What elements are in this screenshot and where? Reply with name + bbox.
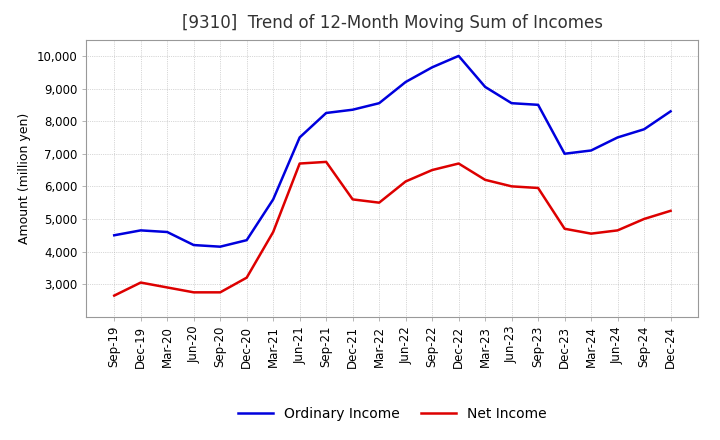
Legend: Ordinary Income, Net Income: Ordinary Income, Net Income	[233, 401, 552, 426]
Ordinary Income	[189, 242, 198, 248]
Net Income	[216, 290, 225, 295]
Ordinary Income	[428, 65, 436, 70]
Ordinary Income	[587, 148, 595, 153]
Net Income	[666, 208, 675, 213]
Ordinary Income	[640, 127, 649, 132]
Ordinary Income	[508, 101, 516, 106]
Net Income	[163, 285, 171, 290]
Net Income	[587, 231, 595, 236]
Net Income	[243, 275, 251, 280]
Net Income	[508, 184, 516, 189]
Net Income	[269, 229, 277, 235]
Net Income	[295, 161, 304, 166]
Line: Ordinary Income: Ordinary Income	[114, 56, 670, 247]
Ordinary Income	[560, 151, 569, 156]
Y-axis label: Amount (million yen): Amount (million yen)	[18, 113, 31, 244]
Title: [9310]  Trend of 12-Month Moving Sum of Incomes: [9310] Trend of 12-Month Moving Sum of I…	[182, 15, 603, 33]
Ordinary Income	[375, 101, 384, 106]
Net Income	[640, 216, 649, 222]
Ordinary Income	[613, 135, 622, 140]
Net Income	[560, 226, 569, 231]
Net Income	[613, 228, 622, 233]
Ordinary Income	[136, 228, 145, 233]
Net Income	[375, 200, 384, 205]
Ordinary Income	[534, 102, 542, 107]
Net Income	[481, 177, 490, 183]
Ordinary Income	[322, 110, 330, 116]
Net Income	[136, 280, 145, 285]
Ordinary Income	[666, 109, 675, 114]
Line: Net Income: Net Income	[114, 162, 670, 296]
Net Income	[534, 185, 542, 191]
Ordinary Income	[295, 135, 304, 140]
Ordinary Income	[348, 107, 357, 112]
Net Income	[428, 167, 436, 172]
Net Income	[401, 179, 410, 184]
Ordinary Income	[454, 53, 463, 59]
Ordinary Income	[216, 244, 225, 249]
Ordinary Income	[110, 233, 119, 238]
Ordinary Income	[481, 84, 490, 89]
Ordinary Income	[269, 197, 277, 202]
Net Income	[348, 197, 357, 202]
Ordinary Income	[163, 229, 171, 235]
Ordinary Income	[243, 238, 251, 243]
Net Income	[189, 290, 198, 295]
Net Income	[322, 159, 330, 165]
Net Income	[110, 293, 119, 298]
Ordinary Income	[401, 79, 410, 84]
Net Income	[454, 161, 463, 166]
